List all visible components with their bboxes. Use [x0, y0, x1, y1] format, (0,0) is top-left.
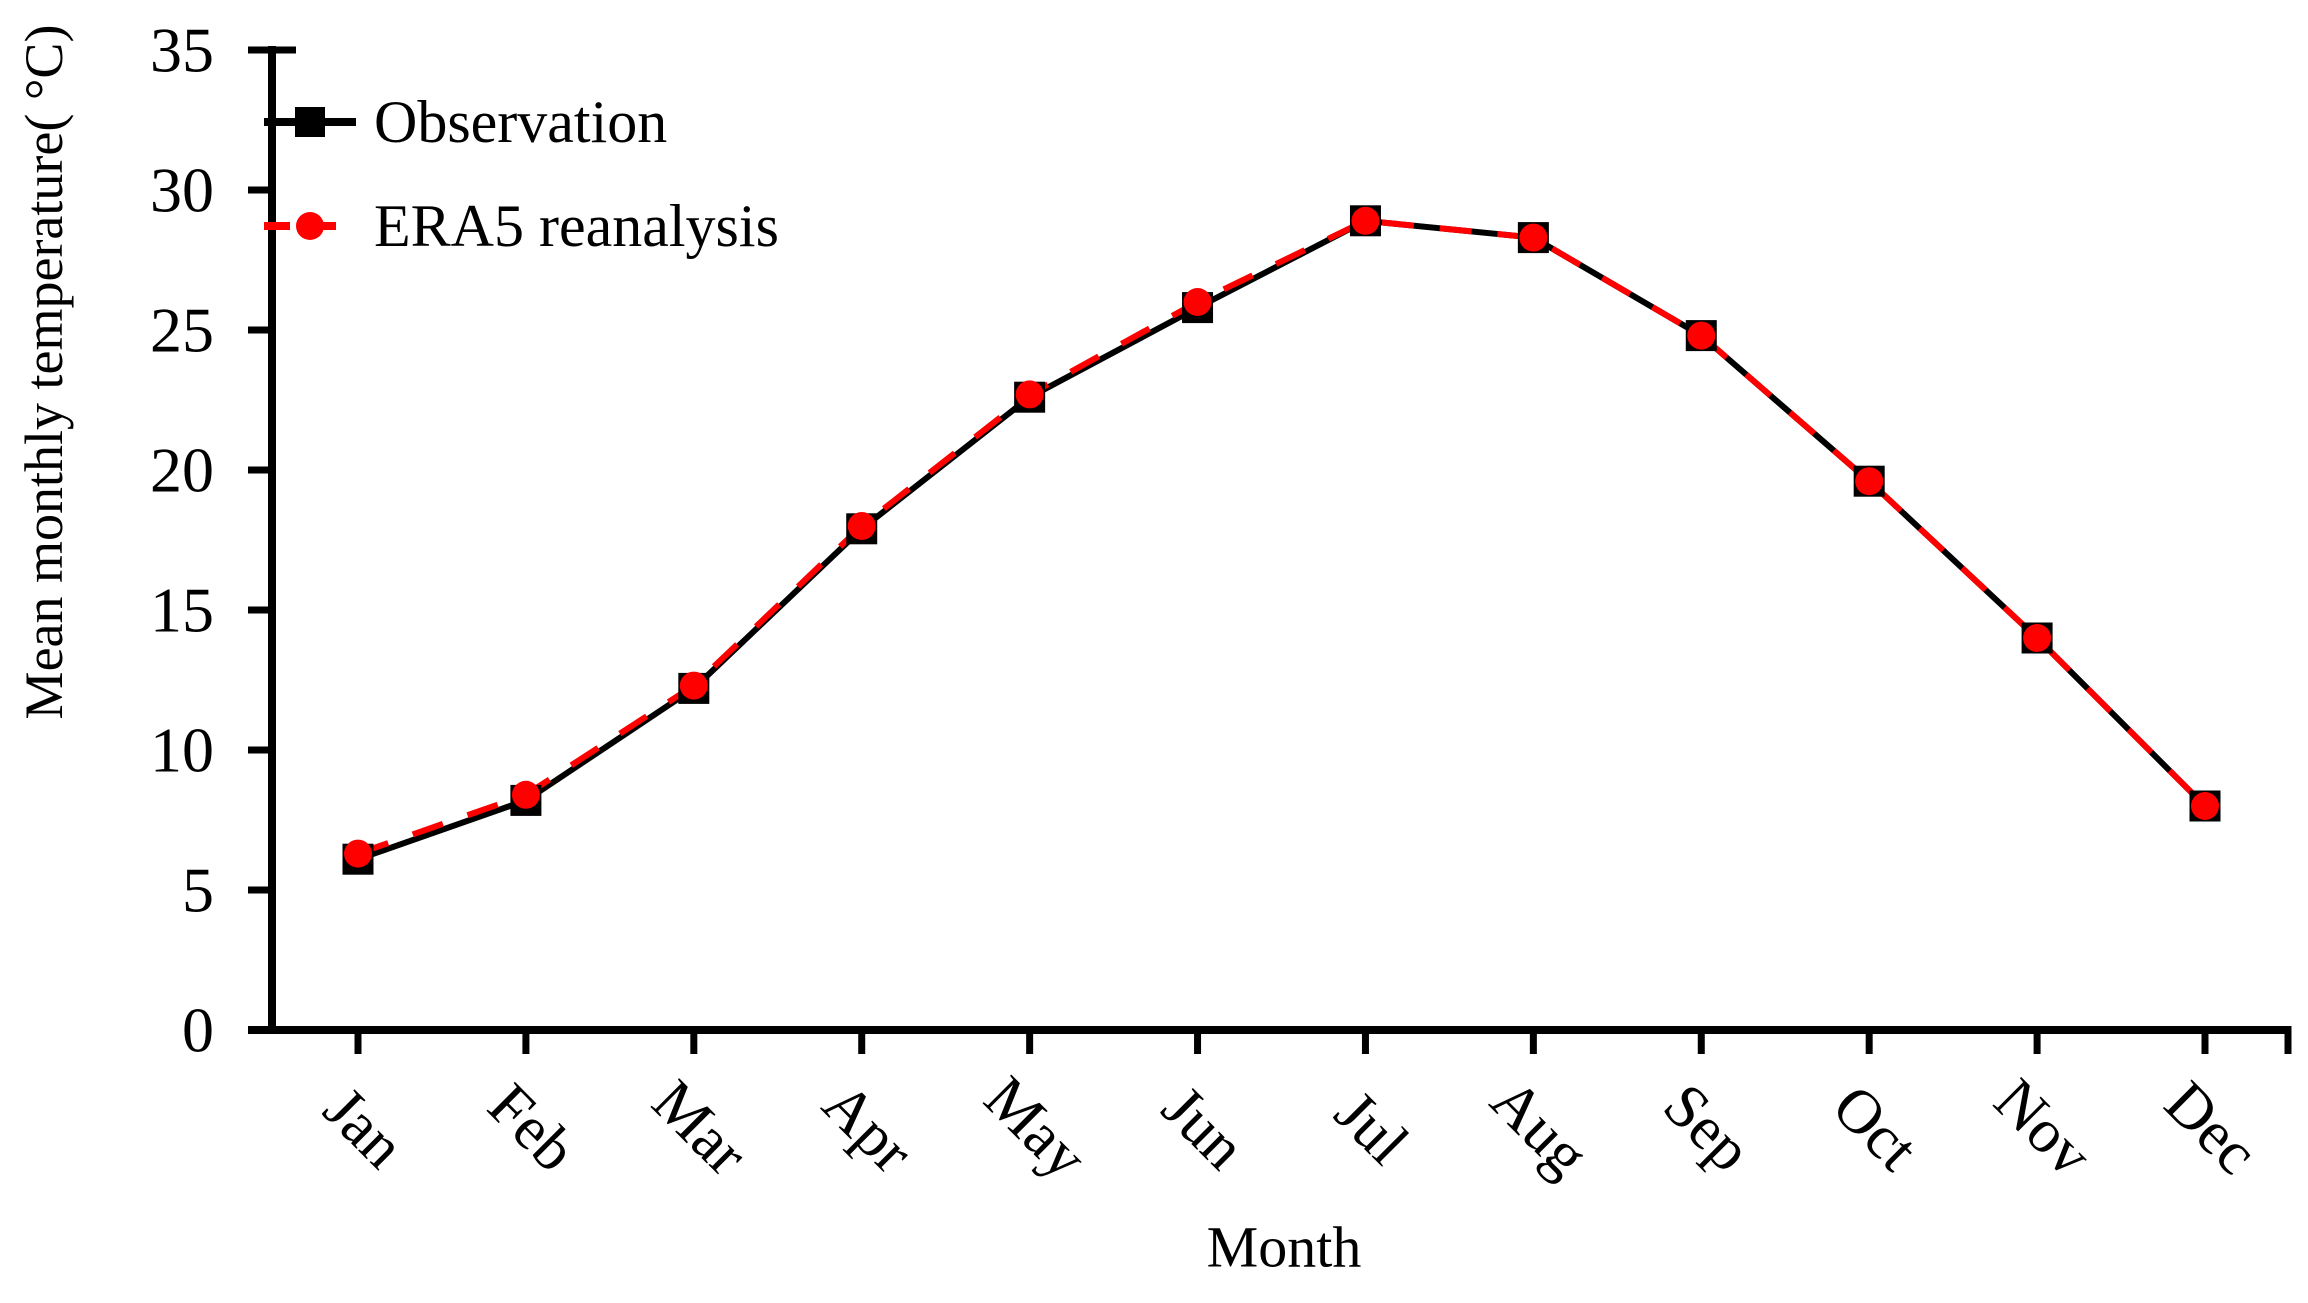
era5-marker — [1015, 380, 1044, 409]
era5-line-sample-icon — [264, 212, 356, 240]
x-tick-label: Jan — [311, 1075, 418, 1182]
y-tick-label: 20 — [150, 435, 214, 506]
era5-marker — [2023, 624, 2052, 652]
y-tick-label: 15 — [150, 575, 214, 646]
x-tick-label: Feb — [475, 1071, 589, 1185]
x-tick-label: Apr — [810, 1070, 927, 1187]
era5-marker — [1351, 206, 1380, 235]
x-axis-title: Month — [1206, 1214, 1362, 1280]
legend-label-observation: Observation — [374, 89, 668, 155]
x-tick-label: May — [971, 1064, 1099, 1192]
y-tick-label: 5 — [182, 855, 214, 926]
era5-line — [357, 217, 2208, 857]
legend: Observation ERA5 reanalysis — [262, 86, 779, 262]
era5-marker — [511, 780, 540, 809]
x-tick-label: Oct — [1819, 1072, 1930, 1183]
x-tick-label: Nov — [1981, 1066, 2105, 1190]
y-tick-label: 30 — [150, 155, 214, 226]
era5-marker — [344, 839, 372, 868]
era5-marker — [1519, 223, 1548, 252]
x-tick-label: Dec — [2152, 1069, 2271, 1188]
era5-marker — [1855, 467, 1884, 496]
x-tick-label: Aug — [1478, 1066, 1602, 1190]
legend-item-era5: ERA5 reanalysis — [262, 190, 779, 262]
era5-marker — [1183, 288, 1212, 316]
x-tick-label: Mar — [639, 1067, 760, 1188]
era5-marker — [847, 512, 876, 540]
y-tick-label: 35 — [150, 15, 214, 86]
legend-label-era5: ERA5 reanalysis — [374, 193, 779, 259]
y-axis-title: Mean monthly temperature( °C) — [14, 24, 74, 720]
x-tick-label: Jun — [1149, 1074, 1258, 1183]
era5-marker — [2191, 792, 2219, 820]
x-tick-label: Jul — [1322, 1078, 1421, 1177]
y-tick-label: 0 — [182, 995, 214, 1066]
observation-line-sample-icon — [264, 107, 356, 137]
legend-item-observation: Observation — [262, 86, 779, 158]
x-tick-label: Sep — [1650, 1071, 1764, 1185]
era5-marker — [1687, 321, 1716, 350]
era5-marker — [679, 671, 708, 700]
y-tick-label: 25 — [150, 295, 214, 366]
y-tick-label: 10 — [150, 715, 214, 786]
